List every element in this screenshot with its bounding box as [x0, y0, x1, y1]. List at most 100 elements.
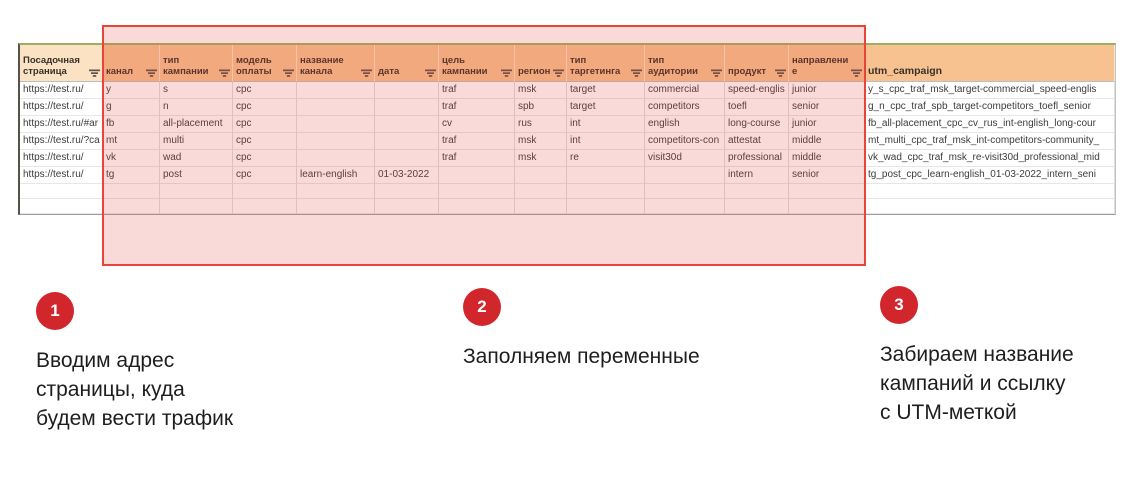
filter-icon[interactable] — [283, 69, 294, 77]
column-header-payment_model[interactable]: модель оплаты — [233, 45, 297, 82]
table-cell-r4-date[interactable] — [375, 133, 439, 150]
table-cell-r7-channel[interactable] — [103, 184, 160, 199]
table-cell-r1-channel_name[interactable] — [297, 82, 375, 99]
table-cell-r6-payment_model[interactable]: cpc — [233, 167, 297, 184]
table-cell-r2-payment_model[interactable]: cpc — [233, 99, 297, 116]
table-cell-r2-utm_campaign[interactable]: g_n_cpc_traf_spb_target-competitors_toef… — [865, 99, 1115, 116]
filter-icon[interactable] — [361, 69, 372, 77]
table-cell-r4-landing[interactable]: https://test.ru/?ca — [20, 133, 103, 150]
table-cell-r6-date[interactable]: 01-03-2022 — [375, 167, 439, 184]
table-cell-r4-campaign_type[interactable]: multi — [160, 133, 233, 150]
table-cell-r5-channel[interactable]: vk — [103, 150, 160, 167]
table-cell-r3-region[interactable]: rus — [515, 116, 567, 133]
table-cell-r1-campaign_goal[interactable]: traf — [439, 82, 515, 99]
table-cell-r5-audience_type[interactable]: visit30d — [645, 150, 725, 167]
table-cell-r5-product[interactable]: professional — [725, 150, 789, 167]
table-cell-r7-payment_model[interactable] — [233, 184, 297, 199]
table-cell-r4-channel_name[interactable] — [297, 133, 375, 150]
table-cell-r8-landing[interactable] — [20, 199, 103, 214]
column-header-campaign_type[interactable]: тип кампании — [160, 45, 233, 82]
table-cell-r7-landing[interactable] — [20, 184, 103, 199]
filter-icon[interactable] — [631, 69, 642, 77]
table-cell-r1-utm_campaign[interactable]: y_s_cpc_traf_msk_target-commercial_speed… — [865, 82, 1115, 99]
table-cell-r2-date[interactable] — [375, 99, 439, 116]
table-cell-r5-landing[interactable]: https://test.ru/ — [20, 150, 103, 167]
table-cell-r6-campaign_type[interactable]: post — [160, 167, 233, 184]
column-header-product[interactable]: продукт — [725, 45, 789, 82]
column-header-region[interactable]: регион — [515, 45, 567, 82]
table-cell-r4-campaign_goal[interactable]: traf — [439, 133, 515, 150]
table-cell-r7-channel_name[interactable] — [297, 184, 375, 199]
table-cell-r8-campaign_goal[interactable] — [439, 199, 515, 214]
table-cell-r6-product[interactable]: intern — [725, 167, 789, 184]
table-cell-r8-utm_campaign[interactable] — [865, 199, 1115, 214]
table-cell-r2-landing[interactable]: https://test.ru/ — [20, 99, 103, 116]
table-cell-r8-campaign_type[interactable] — [160, 199, 233, 214]
table-cell-r4-direction[interactable]: middle — [789, 133, 865, 150]
table-cell-r2-region[interactable]: spb — [515, 99, 567, 116]
table-cell-r4-channel[interactable]: mt — [103, 133, 160, 150]
table-cell-r5-campaign_goal[interactable]: traf — [439, 150, 515, 167]
table-cell-r3-direction[interactable]: junior — [789, 116, 865, 133]
table-cell-r2-campaign_type[interactable]: n — [160, 99, 233, 116]
table-cell-r7-audience_type[interactable] — [645, 184, 725, 199]
table-cell-r3-utm_campaign[interactable]: fb_all-placement_cpc_cv_rus_int-english_… — [865, 116, 1115, 133]
table-cell-r8-audience_type[interactable] — [645, 199, 725, 214]
table-cell-r7-date[interactable] — [375, 184, 439, 199]
column-header-channel[interactable]: канал — [103, 45, 160, 82]
table-cell-r7-direction[interactable] — [789, 184, 865, 199]
table-cell-r3-channel_name[interactable] — [297, 116, 375, 133]
table-cell-r1-product[interactable]: speed-englis — [725, 82, 789, 99]
table-cell-r7-targeting_type[interactable] — [567, 184, 645, 199]
table-cell-r6-utm_campaign[interactable]: tg_post_cpc_learn-english_01-03-2022_int… — [865, 167, 1115, 184]
table-cell-r2-channel_name[interactable] — [297, 99, 375, 116]
table-cell-r5-utm_campaign[interactable]: vk_wad_cpc_traf_msk_re-visit30d_professi… — [865, 150, 1115, 167]
column-header-audience_type[interactable]: тип аудитории — [645, 45, 725, 82]
filter-icon[interactable] — [89, 69, 100, 77]
filter-icon[interactable] — [553, 69, 564, 77]
table-cell-r3-payment_model[interactable]: cpc — [233, 116, 297, 133]
table-cell-r8-channel[interactable] — [103, 199, 160, 214]
table-cell-r7-region[interactable] — [515, 184, 567, 199]
table-cell-r5-payment_model[interactable]: cpc — [233, 150, 297, 167]
table-cell-r3-date[interactable] — [375, 116, 439, 133]
column-header-targeting_type[interactable]: тип таргетинга — [567, 45, 645, 82]
column-header-campaign_goal[interactable]: цель кампании — [439, 45, 515, 82]
table-cell-r1-campaign_type[interactable]: s — [160, 82, 233, 99]
table-cell-r5-campaign_type[interactable]: wad — [160, 150, 233, 167]
table-cell-r8-date[interactable] — [375, 199, 439, 214]
filter-icon[interactable] — [711, 69, 722, 77]
table-cell-r1-targeting_type[interactable]: target — [567, 82, 645, 99]
table-cell-r5-channel_name[interactable] — [297, 150, 375, 167]
table-cell-r8-channel_name[interactable] — [297, 199, 375, 214]
table-cell-r4-targeting_type[interactable]: int — [567, 133, 645, 150]
table-cell-r3-landing[interactable]: https://test.ru/#ar — [20, 116, 103, 133]
table-cell-r1-date[interactable] — [375, 82, 439, 99]
table-cell-r3-product[interactable]: long-course — [725, 116, 789, 133]
table-cell-r4-audience_type[interactable]: competitors-con — [645, 133, 725, 150]
table-cell-r5-date[interactable] — [375, 150, 439, 167]
table-cell-r7-campaign_goal[interactable] — [439, 184, 515, 199]
table-cell-r5-targeting_type[interactable]: re — [567, 150, 645, 167]
table-cell-r6-region[interactable] — [515, 167, 567, 184]
table-cell-r8-region[interactable] — [515, 199, 567, 214]
column-header-landing[interactable]: Посадочная страница — [20, 45, 103, 82]
table-cell-r8-direction[interactable] — [789, 199, 865, 214]
table-cell-r5-region[interactable]: msk — [515, 150, 567, 167]
table-cell-r4-utm_campaign[interactable]: mt_multi_cpc_traf_msk_int-competitors-co… — [865, 133, 1115, 150]
table-cell-r1-audience_type[interactable]: commercial — [645, 82, 725, 99]
table-cell-r6-direction[interactable]: senior — [789, 167, 865, 184]
table-cell-r4-region[interactable]: msk — [515, 133, 567, 150]
table-cell-r4-payment_model[interactable]: cpc — [233, 133, 297, 150]
table-cell-r3-targeting_type[interactable]: int — [567, 116, 645, 133]
filter-icon[interactable] — [501, 69, 512, 77]
table-cell-r5-direction[interactable]: middle — [789, 150, 865, 167]
table-cell-r1-direction[interactable]: junior — [789, 82, 865, 99]
table-cell-r1-payment_model[interactable]: cpc — [233, 82, 297, 99]
column-header-utm_campaign[interactable]: utm_campaign — [865, 45, 1115, 82]
column-header-channel_name[interactable]: название канала — [297, 45, 375, 82]
table-cell-r1-region[interactable]: msk — [515, 82, 567, 99]
filter-icon[interactable] — [775, 69, 786, 77]
table-cell-r2-audience_type[interactable]: competitors — [645, 99, 725, 116]
table-cell-r8-payment_model[interactable] — [233, 199, 297, 214]
